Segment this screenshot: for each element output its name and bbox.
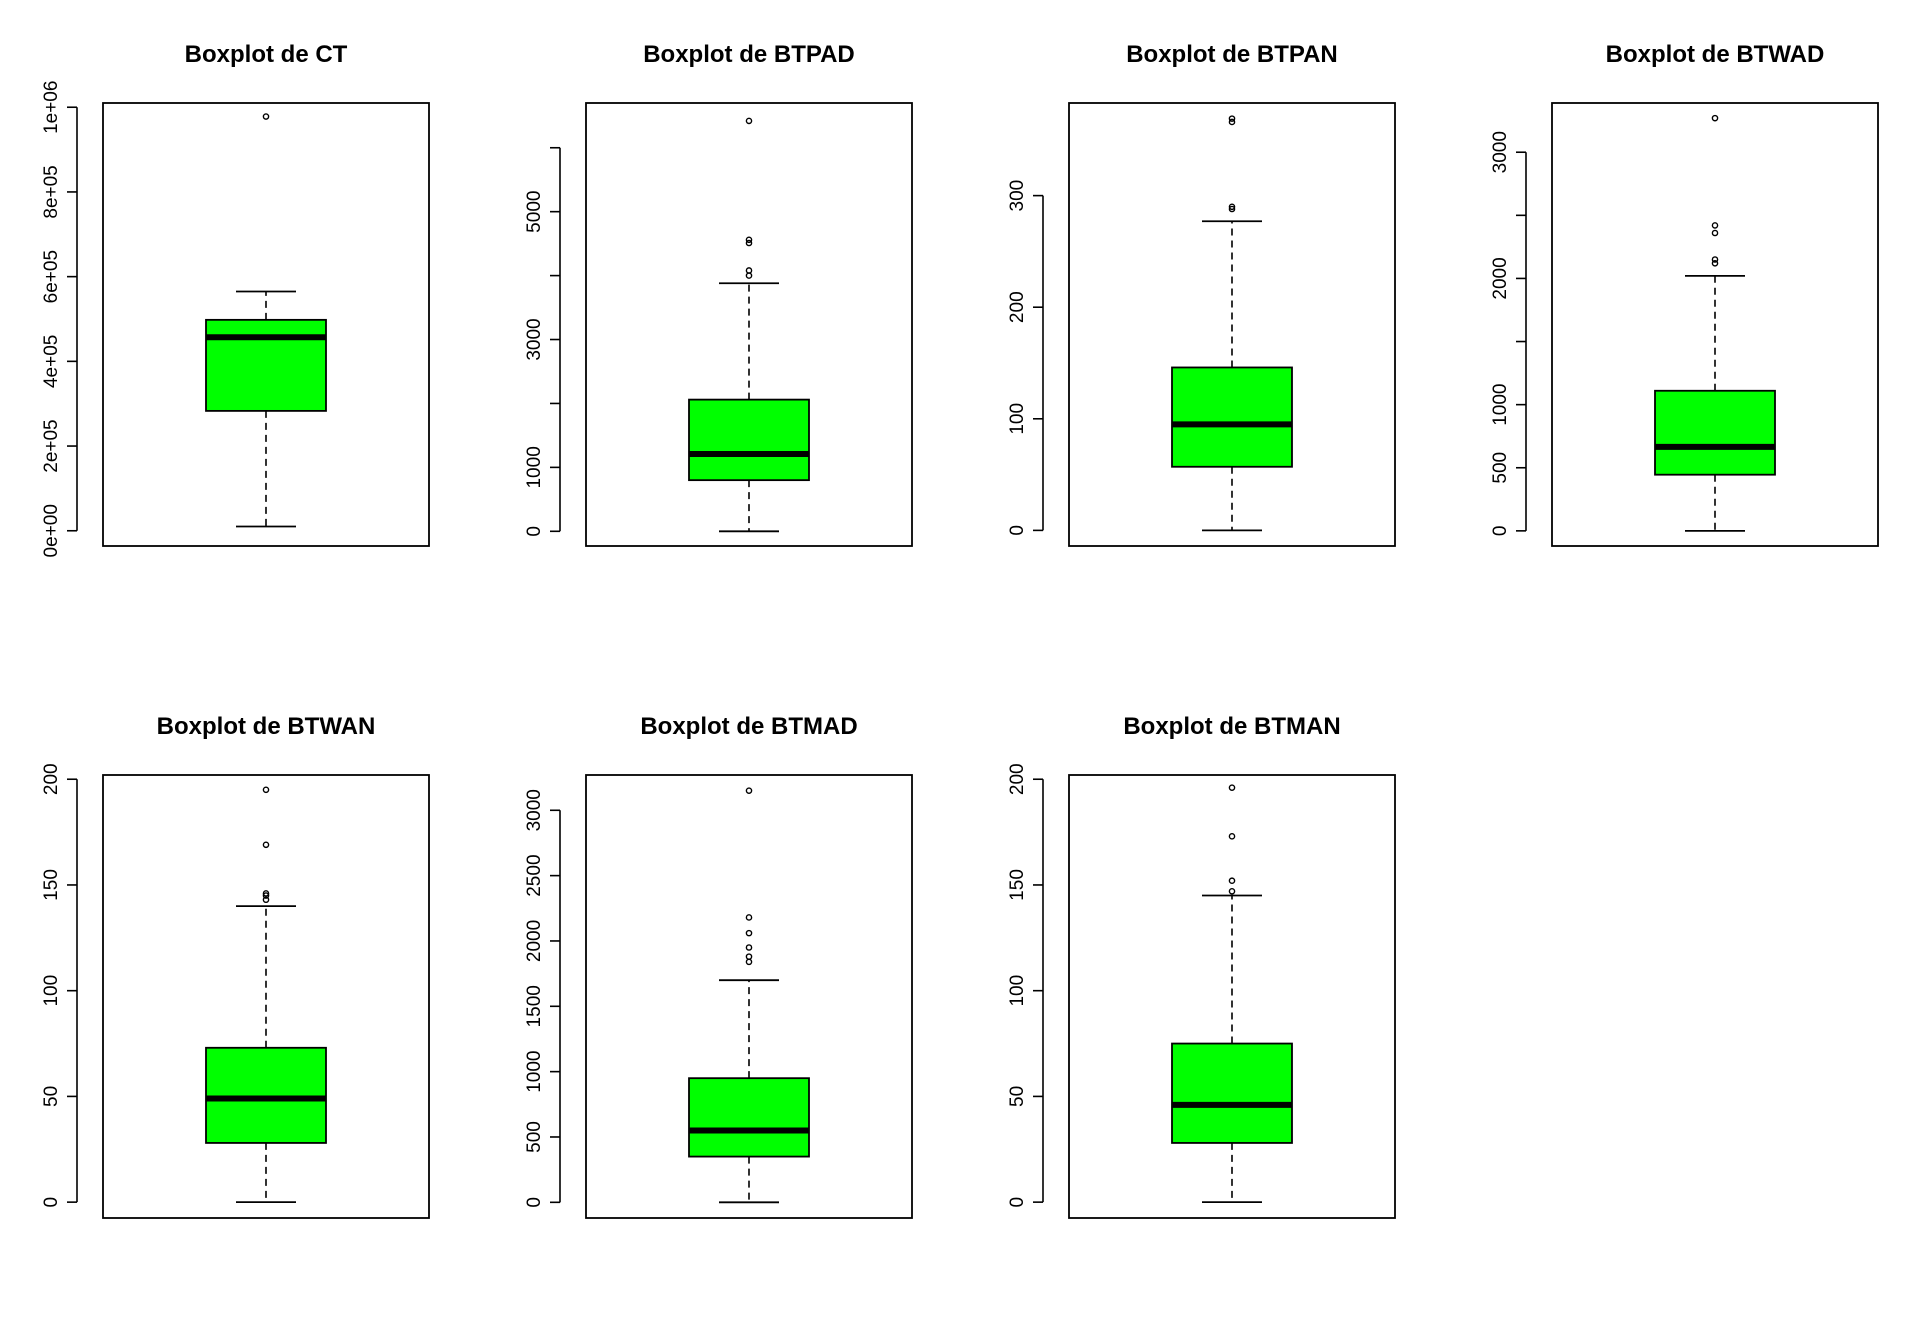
y-tick-label: 1000	[1490, 384, 1511, 426]
outlier-point	[1711, 256, 1719, 263]
outlier-point	[262, 786, 270, 794]
chart-panel: Boxplot de BTWAD 0 500 1000 2000 3000	[1490, 41, 1879, 547]
outlier-point	[1228, 784, 1236, 791]
outlier-point	[745, 267, 753, 274]
y-tick-label: 500	[524, 1121, 545, 1153]
outlier-point	[262, 896, 270, 904]
iqr-box	[688, 398, 810, 482]
outlier-point	[1711, 229, 1719, 237]
chart-panel: Boxplot de BTWAN 0 50 100 150 200	[41, 713, 430, 1219]
y-tick-label: 300	[1007, 180, 1028, 212]
outlier-point	[1711, 114, 1719, 122]
chart-title: Boxplot de BTMAD	[640, 713, 857, 740]
y-tick-label: 1000	[524, 1050, 545, 1092]
y-tick-label: 50	[41, 1086, 62, 1107]
outlier-point	[262, 890, 270, 897]
iqr-box	[1171, 366, 1293, 468]
chart-title: Boxplot de BTMAN	[1123, 713, 1340, 740]
y-tick-label: 100	[41, 975, 62, 1007]
outlier-point	[1228, 118, 1236, 126]
y-tick-label: 500	[1490, 452, 1511, 484]
y-tick-label: 100	[1007, 975, 1028, 1007]
y-tick-label: 200	[41, 763, 62, 795]
y-tick-label: 1500	[524, 985, 545, 1027]
chart-panel: Boxplot de BTMAD 0 500 1000 1500 2000 2500 3000	[524, 713, 913, 1219]
y-tick-label: 2500	[524, 854, 545, 896]
outlier-point	[262, 113, 270, 120]
outlier-point	[745, 117, 753, 125]
iqr-box	[1654, 389, 1776, 476]
chart-panel: Boxplot de BTPAD 0 1000 3000 5000	[524, 41, 913, 547]
y-tick-label: 150	[41, 869, 62, 901]
plot-frame	[1068, 102, 1396, 547]
chart-panel: Boxplot de CT 0e+00 2e+05 4e+05 6e+05 8e+05 1e…	[41, 41, 430, 557]
iqr-box	[688, 1077, 810, 1158]
y-tick-label: 3000	[524, 318, 545, 360]
y-tick-label: 0	[524, 526, 545, 537]
y-tick-label: 6e+05	[41, 250, 62, 303]
plot-frame	[585, 774, 913, 1219]
y-tick-label: 0	[1490, 526, 1511, 537]
iqr-box	[205, 318, 327, 412]
chart-panel: Boxplot de BTPAN 0 100 200 300	[1007, 41, 1396, 547]
outlier-point	[745, 953, 753, 960]
y-tick-label: 8e+05	[41, 165, 62, 218]
outlier-point	[1228, 115, 1236, 122]
chart-title: Boxplot de BTPAD	[643, 41, 855, 68]
outlier-point	[1228, 203, 1236, 211]
chart-title: Boxplot de BTWAD	[1606, 41, 1825, 68]
plot-frame	[1551, 102, 1879, 547]
plot-frame	[1068, 774, 1396, 1219]
iqr-box	[205, 1046, 327, 1144]
chart-title: Boxplot de BTWAN	[157, 713, 376, 740]
plot-frame	[585, 102, 913, 547]
y-tick-label: 0	[41, 1197, 62, 1208]
chart-title: Boxplot de BTPAN	[1126, 41, 1338, 68]
chart-panel: Boxplot de BTMAN 0 50 100 150 200	[1007, 713, 1396, 1219]
chart-title: Boxplot de CT	[185, 41, 348, 68]
y-tick-label: 4e+05	[41, 335, 62, 388]
outlier-point	[1711, 222, 1719, 229]
y-tick-label: 200	[1007, 763, 1028, 795]
y-tick-label: 0	[1007, 525, 1028, 536]
y-tick-label: 5000	[524, 191, 545, 233]
plot-frame	[102, 774, 430, 1219]
y-tick-label: 200	[1007, 291, 1028, 323]
outlier-point	[262, 841, 270, 849]
plot-frame	[102, 102, 430, 547]
y-tick-label: 1e+06	[41, 81, 62, 134]
y-tick-label: 3000	[524, 789, 545, 831]
y-tick-label: 0	[1007, 1197, 1028, 1208]
outlier-point	[1228, 877, 1236, 885]
outlier-point	[1228, 888, 1236, 895]
outlier-point	[745, 929, 753, 937]
outlier-point	[1228, 205, 1236, 213]
outlier-point	[745, 236, 753, 244]
y-tick-label: 2000	[524, 920, 545, 962]
outlier-point	[1228, 833, 1236, 840]
y-tick-label: 1000	[524, 446, 545, 488]
outlier-point	[745, 914, 753, 921]
outlier-point	[262, 892, 270, 899]
y-tick-label: 2e+05	[41, 419, 62, 472]
y-tick-label: 2000	[1490, 257, 1511, 299]
outlier-point	[1711, 259, 1719, 267]
y-tick-label: 50	[1007, 1086, 1028, 1107]
outlier-point	[745, 239, 753, 247]
y-tick-label: 3000	[1490, 131, 1511, 173]
y-tick-label: 150	[1007, 869, 1028, 901]
outlier-point	[745, 944, 753, 951]
y-tick-label: 100	[1007, 403, 1028, 435]
outlier-point	[745, 787, 753, 794]
iqr-box	[1171, 1042, 1293, 1144]
y-tick-label: 0e+00	[41, 504, 62, 557]
y-tick-label: 0	[524, 1197, 545, 1208]
